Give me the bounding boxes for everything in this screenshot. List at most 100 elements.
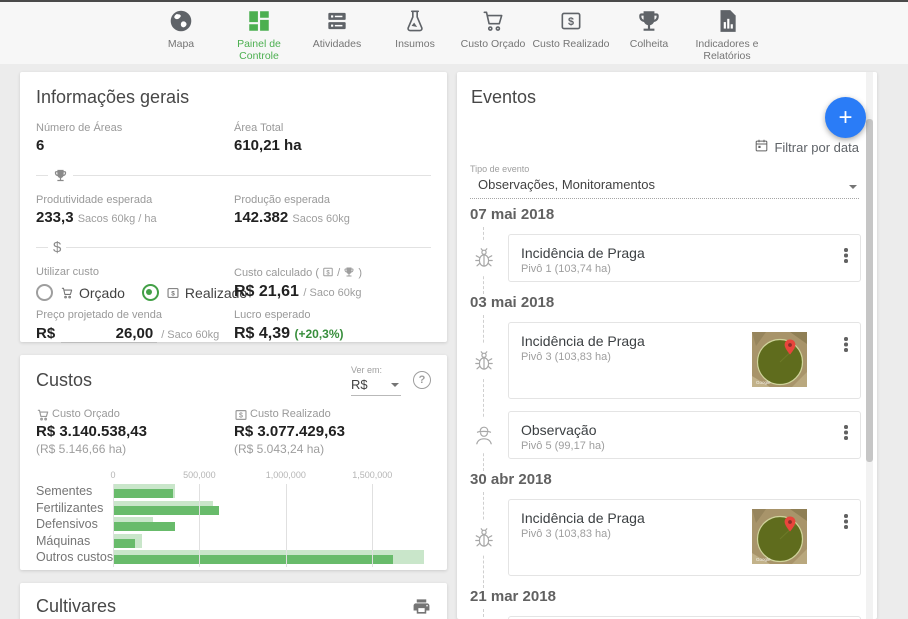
chart-tick-label: 0 xyxy=(110,470,116,480)
chart-bars xyxy=(113,500,431,515)
event-subtitle: Pivô 5 (99,17 ha) xyxy=(521,440,605,452)
nav-item-custo-orcado[interactable]: Custo Orçado xyxy=(454,2,532,62)
profit-value: R$ 4,39 (+20,3%) xyxy=(234,325,344,342)
event-card[interactable]: Incidência de Praga Pivô 1 (103,74 ha) xyxy=(508,234,861,282)
event-group: 07 mai 2018 Incidência de Praga Pivô 1 (… xyxy=(470,206,866,294)
nav-item-icon xyxy=(636,8,662,34)
general-info-card: Informações gerais Número de Áreas 6 Áre… xyxy=(20,72,447,343)
window-top-edge xyxy=(0,0,908,2)
chart-row: Outros custos xyxy=(36,550,431,564)
bar-realized xyxy=(113,555,393,564)
trophy-icon xyxy=(639,11,659,31)
chart-category-label: Sementes xyxy=(36,484,93,498)
nav-item-indicadores-e-relatorios[interactable]: Indicadores e Relatórios xyxy=(688,2,766,62)
event-menu-button[interactable] xyxy=(844,425,848,429)
events-scrollbar-track xyxy=(866,72,873,619)
event-type-value: Observações, Monitoramentos xyxy=(478,177,656,192)
event-menu-button[interactable] xyxy=(844,337,848,341)
timeline-icon xyxy=(471,241,496,275)
event-map-thumbnail[interactable]: Google xyxy=(752,332,807,387)
radio-budgeted[interactable] xyxy=(36,284,53,301)
bug-icon xyxy=(474,248,493,267)
nav-item-icon xyxy=(168,8,194,34)
event-card[interactable]: Incidência de Praga Pivô 3 (103,83 ha) G… xyxy=(508,322,861,399)
calc-cost-value: R$ 21,61 / Saco 60kg xyxy=(234,283,362,300)
event-title: Observação xyxy=(521,422,597,438)
radio-realized[interactable] xyxy=(141,284,159,301)
price-label: Preço projetado de venda xyxy=(36,309,162,321)
chart-axis: 0 500,000 1,000,000 1,500,000 xyxy=(110,470,431,484)
event-date-header: 03 mai 2018 xyxy=(470,294,555,311)
nav-item-label: Painel de Controle xyxy=(237,38,281,62)
print-button[interactable] xyxy=(412,597,431,616)
filter-by-date-label: Filtrar por data xyxy=(774,139,859,155)
event-group-items: Incidência de Praga Pivô 3 (103,83 ha) G… xyxy=(470,315,866,471)
svg-text:$: $ xyxy=(171,290,175,297)
events-list: 07 mai 2018 Incidência de Praga Pivô 1 (… xyxy=(457,202,866,619)
nav-item-icon xyxy=(714,8,740,34)
productivity-label: Produtividade esperada xyxy=(36,194,153,206)
option-realized-label[interactable]: Realizado xyxy=(184,284,248,301)
bar-realized xyxy=(113,538,135,548)
filter-by-date-button[interactable]: Filtrar por data xyxy=(754,138,859,156)
event-title: Incidência de Praga xyxy=(521,510,645,526)
event-menu-button[interactable] xyxy=(844,248,848,252)
nav-item-custo-realizado[interactable]: $ Custo Realizado xyxy=(532,2,610,62)
chart-gridline xyxy=(199,484,201,567)
budgeted-cost-per-ha: (R$ 5.146,66 ha) xyxy=(36,442,127,456)
chart-gridline xyxy=(113,484,114,567)
chevron-down-icon xyxy=(849,185,857,189)
event-date-header: 07 mai 2018 xyxy=(470,206,555,223)
timeline-icon xyxy=(471,418,496,452)
price-input[interactable]: 26,00 xyxy=(61,325,158,343)
chart-row: Defensivos xyxy=(36,517,431,531)
realized-cost-label: $ Custo Realizado xyxy=(234,408,431,420)
cart-option-icon xyxy=(60,286,74,300)
chart-tick-label: 500,000 xyxy=(183,470,216,480)
event-card[interactable]: Observação Pivô 5 (99,17 ha) xyxy=(508,411,861,459)
event-map-thumbnail[interactable]: Google xyxy=(752,509,807,564)
timeline-icon xyxy=(471,520,496,555)
view-in-select[interactable]: Ver em: R$ xyxy=(351,365,401,396)
view-in-value: R$ xyxy=(351,377,368,392)
nav-item-mapa[interactable]: Mapa xyxy=(142,2,220,62)
divider-productivity xyxy=(36,167,431,183)
price-currency: R$ xyxy=(36,325,56,342)
nav-item-icon xyxy=(402,8,428,34)
help-icon[interactable]: ? xyxy=(413,371,431,389)
event-type-select[interactable]: Tipo de evento Observações, Monitorament… xyxy=(470,164,859,199)
event-row: Observação Pivô 5 (99,17 ha) xyxy=(470,411,866,459)
total-area-label: Área Total xyxy=(234,122,284,134)
dashboard-icon xyxy=(249,11,269,31)
observer-icon xyxy=(475,426,492,445)
use-cost-label: Utilizar custo xyxy=(36,266,99,278)
nav-item-insumos[interactable]: Insumos xyxy=(376,2,454,62)
add-event-button[interactable]: + xyxy=(825,97,866,138)
profit-percent: (+20,3%) xyxy=(294,327,344,341)
production-label: Produção esperada xyxy=(234,194,331,206)
calc-cost-label: Custo calculado ( $ / ) xyxy=(234,267,362,279)
chart-bars xyxy=(113,517,431,531)
nav-item-label: Atividades xyxy=(312,38,362,50)
event-card[interactable]: Google xyxy=(508,616,861,619)
nav-item-label: Colheita xyxy=(629,38,669,50)
nav-item-painel-de-controle[interactable]: Painel de Controle xyxy=(220,2,298,62)
events-scrollbar-thumb[interactable] xyxy=(866,119,873,462)
costs-bar-chart: 0 500,000 1,000,000 1,500,000 Sementes Fert… xyxy=(36,470,431,570)
event-card[interactable]: Incidência de Praga Pivô 3 (103,83 ha) G… xyxy=(508,499,861,576)
budgeted-cost-value: R$ 3.140.538,43 xyxy=(36,423,147,440)
option-budgeted-label[interactable]: Orçado xyxy=(79,284,125,301)
event-menu-button[interactable] xyxy=(844,514,848,518)
events-title: Eventos xyxy=(471,87,537,107)
chart-bars xyxy=(113,550,431,564)
nav-item-atividades[interactable]: Atividades xyxy=(298,2,376,62)
chart-category-label: Máquinas xyxy=(36,533,91,548)
chevron-down-icon xyxy=(391,382,399,387)
production-value: 142.382 Sacos 60kg xyxy=(234,209,350,226)
event-title: Incidência de Praga xyxy=(521,245,645,261)
event-date-header: 30 abr 2018 xyxy=(470,471,552,488)
price-unit: / Saco 60kg xyxy=(161,329,220,341)
nav-item-colheita[interactable]: Colheita xyxy=(610,2,688,62)
money-tiny-icon: $ xyxy=(234,408,247,420)
